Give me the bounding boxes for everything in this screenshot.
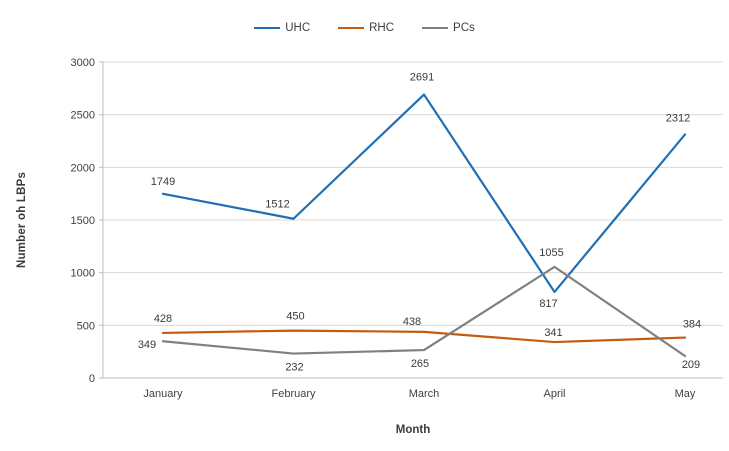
- y-tick-label: 1500: [71, 215, 95, 227]
- y-tick-label: 3000: [71, 57, 95, 69]
- x-tick-label: January: [143, 388, 183, 400]
- legend-item-rhc[interactable]: RHC: [338, 22, 394, 34]
- data-label-rhc-january: 428: [154, 313, 172, 325]
- data-label-rhc-april: 341: [544, 327, 562, 339]
- y-tick-label: 2500: [71, 110, 95, 122]
- chart-legend: UHC RHC PCs: [0, 22, 729, 34]
- rhc-line-swatch-icon: [338, 27, 365, 29]
- data-label-pcs-february: 232: [285, 362, 303, 374]
- y-tick-label: 1000: [71, 268, 95, 280]
- data-label-pcs-march: 265: [411, 358, 429, 370]
- data-label-rhc-february: 450: [286, 311, 304, 323]
- y-tick-label: 0: [89, 373, 95, 385]
- data-label-uhc-may: 2312: [666, 112, 690, 124]
- data-label-pcs-may: 209: [682, 359, 700, 371]
- y-tick-label: 2000: [71, 162, 95, 174]
- legend-label-uhc: UHC: [285, 22, 311, 34]
- y-tick-label: 500: [77, 320, 95, 332]
- pcs-line-swatch-icon: [422, 27, 449, 29]
- uhc-line-swatch-icon: [254, 27, 281, 29]
- series-line-uhc[interactable]: [161, 93, 687, 294]
- data-label-uhc-april: 817: [539, 298, 557, 310]
- legend-label-rhc: RHC: [369, 22, 395, 34]
- x-tick-label: April: [543, 388, 565, 400]
- x-tick-label: February: [271, 388, 316, 400]
- legend-label-pcs: PCs: [453, 22, 475, 34]
- data-label-uhc-january: 1749: [151, 176, 175, 188]
- x-tick-label: May: [675, 388, 696, 400]
- x-axis-title: Month: [395, 424, 431, 436]
- data-label-pcs-january: 349: [138, 339, 156, 351]
- legend-item-uhc[interactable]: UHC: [254, 22, 310, 34]
- data-label-uhc-march: 2691: [410, 72, 434, 84]
- legend-item-pcs[interactable]: PCs: [422, 22, 475, 34]
- data-label-rhc-march: 438: [403, 316, 421, 328]
- series-line-pcs[interactable]: [161, 265, 687, 358]
- data-label-rhc-may: 384: [683, 319, 701, 331]
- data-label-pcs-april: 1055: [539, 247, 563, 259]
- series-line-rhc[interactable]: [161, 329, 687, 344]
- x-tick-label: March: [409, 388, 440, 400]
- data-label-uhc-february: 1512: [265, 199, 289, 211]
